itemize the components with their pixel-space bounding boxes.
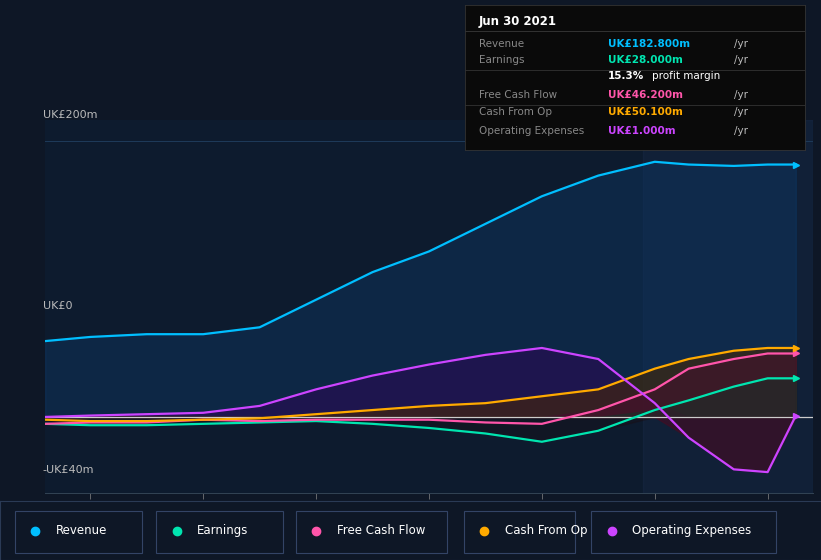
Bar (644, 120, 813, 493)
Text: -UK£40m: -UK£40m (43, 465, 94, 475)
Text: /yr: /yr (734, 39, 748, 49)
Text: Revenue: Revenue (479, 39, 524, 49)
Text: Earnings: Earnings (479, 55, 524, 65)
Text: Revenue: Revenue (56, 524, 108, 537)
Text: UK£1.000m: UK£1.000m (608, 126, 676, 136)
Text: Operating Expenses: Operating Expenses (479, 126, 584, 136)
Text: /yr: /yr (734, 90, 748, 100)
Text: Free Cash Flow: Free Cash Flow (479, 90, 557, 100)
Text: /yr: /yr (734, 126, 748, 136)
Text: Cash From Op: Cash From Op (479, 108, 552, 117)
Text: UK£0: UK£0 (43, 301, 72, 311)
Text: UK£182.800m: UK£182.800m (608, 39, 690, 49)
Text: Earnings: Earnings (197, 524, 249, 537)
Text: UK£28.000m: UK£28.000m (608, 55, 683, 65)
Text: 15.3%: 15.3% (608, 71, 644, 81)
Text: UK£50.100m: UK£50.100m (608, 108, 683, 117)
Text: /yr: /yr (734, 55, 748, 65)
Text: Cash From Op: Cash From Op (505, 524, 587, 537)
Text: Jun 30 2021: Jun 30 2021 (479, 15, 557, 28)
Text: UK£200m: UK£200m (43, 110, 98, 120)
Text: UK£46.200m: UK£46.200m (608, 90, 683, 100)
Text: /yr: /yr (734, 108, 748, 117)
Text: Operating Expenses: Operating Expenses (632, 524, 751, 537)
Text: Free Cash Flow: Free Cash Flow (337, 524, 425, 537)
Text: profit margin: profit margin (652, 71, 720, 81)
